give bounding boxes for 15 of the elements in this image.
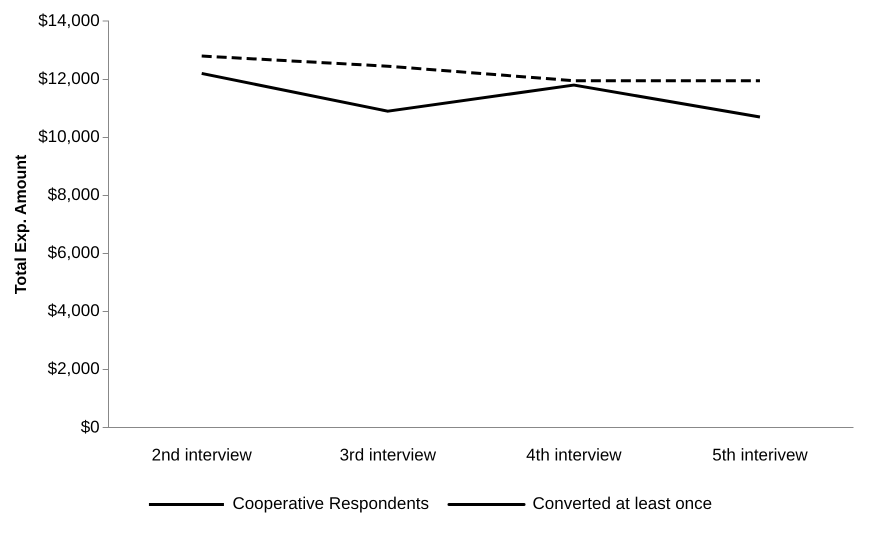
legend-label: Converted at least once [532,494,712,514]
x-tick-label: 2nd interview [152,445,252,464]
y-tick-label: $14,000 [38,10,100,30]
y-tick-label: $4,000 [48,301,100,320]
y-tick-label: $0 [80,417,100,436]
y-tick-label: $6,000 [48,243,100,262]
legend-label: Cooperative Respondents [232,494,430,514]
y-tick-label: $8,000 [48,185,100,204]
x-tick-label: 4th interview [526,445,622,464]
y-tick-label: $10,000 [38,127,100,146]
y-tick-label: $2,000 [48,359,100,378]
x-tick-label: 5th interivew [712,445,808,464]
x-tick-label: 3rd interview [340,445,437,464]
y-axis-title: Total Exp. Amount [13,154,30,294]
y-tick-label: $12,000 [38,68,100,88]
